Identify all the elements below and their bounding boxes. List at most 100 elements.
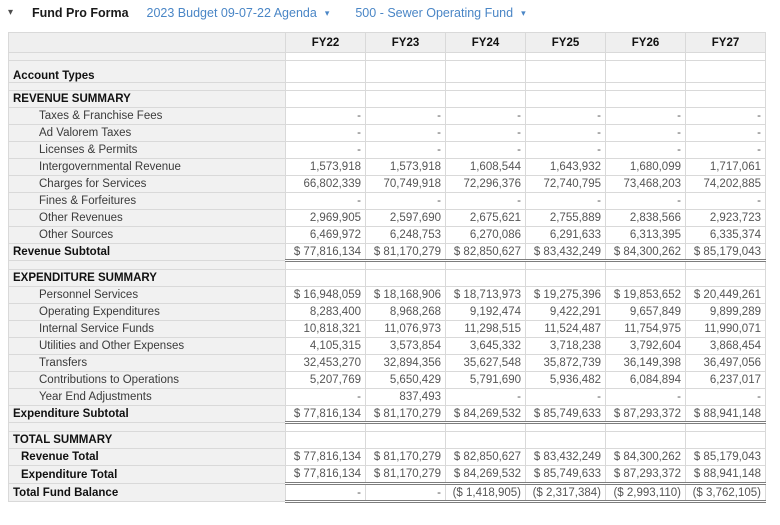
cell-fy25: 2,755,889 xyxy=(525,209,606,227)
cell-fy25 xyxy=(525,52,606,61)
pro-forma-table: FY22 FY23 FY24 FY25 FY26 FY27 Account Types RE… xyxy=(8,32,766,503)
cell-fy27: 2,923,723 xyxy=(685,209,766,227)
cell-fy27: - xyxy=(685,124,766,142)
row-label: Transfers xyxy=(8,354,286,372)
cell-fy25: - xyxy=(525,388,606,406)
cell-fy27: 3,868,454 xyxy=(685,337,766,355)
cell-fy27: - xyxy=(685,107,766,125)
cell-fy23: 837,493 xyxy=(365,388,446,406)
cell-fy27: 74,202,885 xyxy=(685,175,766,193)
cell-fy24: $ 18,713,973 xyxy=(445,286,526,304)
row-label: Expenditure Subtotal xyxy=(8,405,286,423)
table-row: EXPENDITURE SUMMARY xyxy=(8,269,766,287)
table-row: Internal Service Funds 10,818,321 11,076,9… xyxy=(8,320,766,338)
table-row: Fines & Forfeitures - - - - - - xyxy=(8,192,766,210)
cell-fy23: 6,248,753 xyxy=(365,226,446,244)
cell-fy26: 9,657,849 xyxy=(605,303,686,321)
chevron-down-icon: ▾ xyxy=(324,7,330,18)
table-row: Charges for Services 66,802,339 70,749,918… xyxy=(8,175,766,193)
cell-fy27: $ 85,179,043 xyxy=(685,243,766,262)
table-row xyxy=(8,82,766,91)
cell-fy24: 35,627,548 xyxy=(445,354,526,372)
cell-fy25: $ 19,275,396 xyxy=(525,286,606,304)
cell-fy27 xyxy=(685,52,766,61)
budget-selector[interactable]: 2023 Budget 09-07-22 Agenda ▾ xyxy=(147,6,330,20)
cell-fy27: $ 88,941,148 xyxy=(685,405,766,424)
cell-fy27 xyxy=(685,60,766,83)
cell-fy27: 6,335,374 xyxy=(685,226,766,244)
table-row: Ad Valorem Taxes - - - - - - xyxy=(8,124,766,142)
cell-fy22 xyxy=(285,82,366,91)
cell-fy22 xyxy=(285,260,366,270)
cell-fy22 xyxy=(285,422,366,432)
cell-fy22: - xyxy=(285,483,366,503)
cell-fy23 xyxy=(365,52,446,61)
row-label: Operating Expenditures xyxy=(8,303,286,321)
column-header-fy23: FY23 xyxy=(365,32,446,53)
cell-fy23: - xyxy=(365,141,446,159)
cell-fy23 xyxy=(365,260,446,270)
cell-fy26 xyxy=(605,52,686,61)
cell-fy24: 2,675,621 xyxy=(445,209,526,227)
cell-fy25: 1,643,932 xyxy=(525,158,606,176)
row-label: Revenue Subtotal xyxy=(8,243,286,261)
cell-fy22: - xyxy=(285,107,366,125)
cell-fy27: - xyxy=(685,388,766,406)
cell-fy24: $ 84,269,532 xyxy=(445,405,526,424)
cell-fy22: 6,469,972 xyxy=(285,226,366,244)
cell-fy22 xyxy=(285,431,366,449)
cell-fy23: $ 81,170,279 xyxy=(365,465,446,485)
row-label: Intergovernmental Revenue xyxy=(8,158,286,176)
chevron-down-icon: ▾ xyxy=(521,7,526,18)
row-label: Personnel Services xyxy=(8,286,286,304)
collapse-icon[interactable]: ▾ xyxy=(8,7,14,18)
table-row: Other Sources 6,469,972 6,248,753 6,270,086… xyxy=(8,226,766,244)
cell-fy27: 9,899,289 xyxy=(685,303,766,321)
row-label: REVENUE SUMMARY xyxy=(8,90,286,108)
cell-fy23: 8,968,268 xyxy=(365,303,446,321)
cell-fy22: 8,283,400 xyxy=(285,303,366,321)
row-label: Taxes & Franchise Fees xyxy=(8,107,286,125)
cell-fy23 xyxy=(365,82,446,91)
cell-fy26 xyxy=(605,269,686,287)
cell-fy24: - xyxy=(445,124,526,142)
cell-fy24: 3,645,332 xyxy=(445,337,526,355)
cell-fy24: $ 84,269,532 xyxy=(445,465,526,485)
cell-fy23: $ 18,168,906 xyxy=(365,286,446,304)
cell-fy26: - xyxy=(605,192,686,210)
cell-fy22: - xyxy=(285,388,366,406)
table-row: Revenue Total $ 77,816,134 $ 81,170,279 $ 8… xyxy=(8,448,766,466)
row-label: Utilities and Other Expenses xyxy=(8,337,286,355)
cell-fy26: $ 84,300,262 xyxy=(605,448,686,466)
cell-fy24: 5,791,690 xyxy=(445,371,526,389)
cell-fy23: 2,597,690 xyxy=(365,209,446,227)
cell-fy27 xyxy=(685,422,766,432)
cell-fy24 xyxy=(445,90,526,108)
row-label: Contributions to Operations xyxy=(8,371,286,389)
cell-fy23: 70,749,918 xyxy=(365,175,446,193)
cell-fy27: ($ 3,762,105) xyxy=(685,483,766,503)
row-label: Year End Adjustments xyxy=(8,388,286,406)
header-row: FY22 FY23 FY24 FY25 FY26 FY27 xyxy=(8,32,766,53)
cell-fy26: $ 87,293,372 xyxy=(605,465,686,485)
page-title: Fund Pro Forma xyxy=(32,6,129,20)
table-row: Contributions to Operations 5,207,769 5,65… xyxy=(8,371,766,389)
cell-fy22 xyxy=(285,52,366,61)
cell-fy23: - xyxy=(365,124,446,142)
cell-fy22: $ 16,948,059 xyxy=(285,286,366,304)
cell-fy23: - xyxy=(365,192,446,210)
cell-fy22 xyxy=(285,90,366,108)
table-row xyxy=(8,260,766,270)
cell-fy25: - xyxy=(525,124,606,142)
cell-fy22: $ 77,816,134 xyxy=(285,448,366,466)
cell-fy22 xyxy=(285,269,366,287)
cell-fy22: 5,207,769 xyxy=(285,371,366,389)
cell-fy26: 6,313,395 xyxy=(605,226,686,244)
pro-forma-grid: FY22 FY23 FY24 FY25 FY26 FY27 Account Types RE… xyxy=(8,32,780,503)
cell-fy27: 6,237,017 xyxy=(685,371,766,389)
cell-fy22: 4,105,315 xyxy=(285,337,366,355)
cell-fy26: 2,838,566 xyxy=(605,209,686,227)
cell-fy27: $ 20,449,261 xyxy=(685,286,766,304)
cell-fy23 xyxy=(365,422,446,432)
fund-selector[interactable]: 500 - Sewer Operating Fund ▾ xyxy=(355,6,525,20)
